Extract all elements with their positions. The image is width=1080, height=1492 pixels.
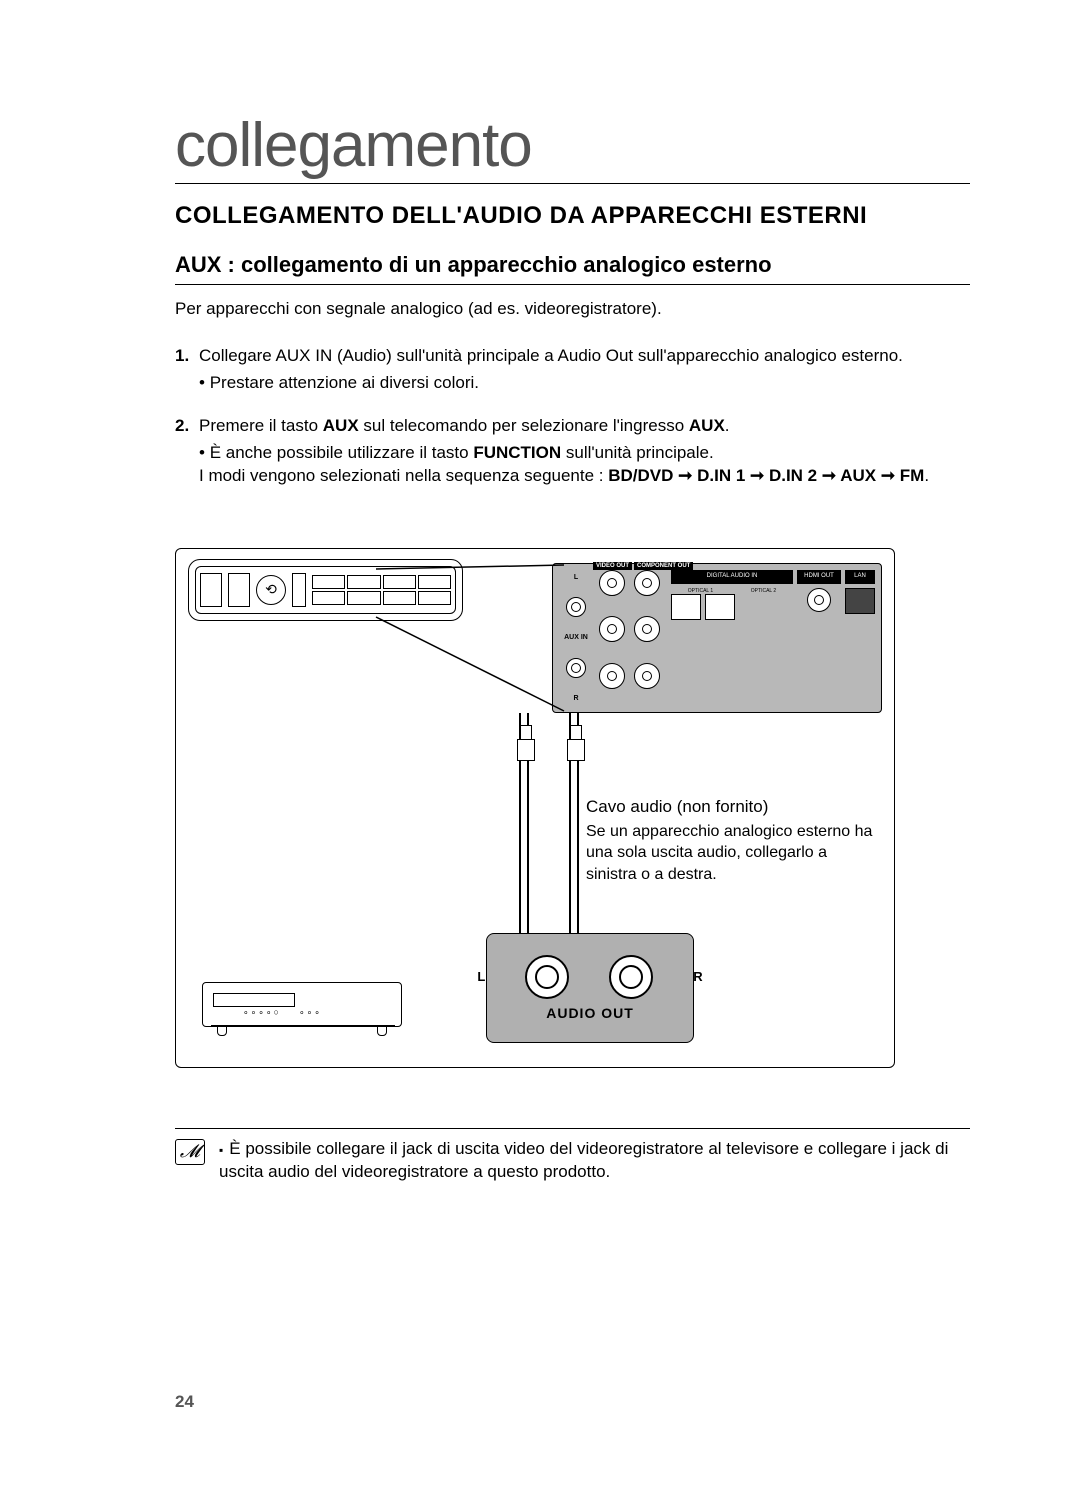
label-video-out: VIDEO OUT [593, 562, 632, 570]
intro-text: Per apparecchi con segnale analogico (ad… [175, 299, 970, 319]
note-text: ▪È possibile collegare il jack di uscita… [219, 1137, 970, 1185]
step-1-num: 1. [175, 345, 189, 368]
label-component-out: COMPONENT OUT [634, 562, 693, 570]
mini-receiver-icon: ⟲ [188, 559, 463, 621]
heading-sub: AUX : collegamento di un apparecchio ana… [175, 252, 970, 285]
rca-l-jack-icon [525, 955, 569, 999]
vcr-knobs-icon: ∘∘∘∘○ ∘∘∘ [243, 1007, 322, 1018]
heading-main: COLLEGAMENTO DELL'AUDIO DA APPARECCHI ES… [175, 202, 970, 230]
cable-callout: Cavo audio (non fornito) Se un apparecch… [586, 796, 876, 886]
aux-r-label: R [573, 695, 578, 702]
rca-grid-icon [599, 570, 665, 706]
optical1-port-icon [671, 594, 701, 620]
aux-in-column: L AUX IN R [559, 570, 593, 706]
note-block: 𝓜 ▪È possibile collegare il jack di usci… [175, 1137, 970, 1185]
mini-dial-icon: ⟲ [256, 575, 286, 605]
callout-title: Cavo audio (non fornito) [586, 796, 876, 819]
aux-r-jack-icon [566, 658, 586, 678]
audio-out-r-label: R [693, 969, 702, 984]
hdmi-port-icon [807, 588, 831, 612]
aux-in-label: AUX IN [564, 634, 588, 641]
step-1-bullet: Prestare attenzione ai diversi colori. [199, 372, 970, 395]
note-separator [175, 1128, 970, 1129]
step-1: 1. Collegare AUX IN (Audio) sull'unità p… [175, 345, 970, 395]
page-number: 24 [175, 1392, 194, 1412]
label-hdmi-out: HDMI OUT [797, 570, 841, 584]
label-optical2: OPTICAL 2 [734, 588, 793, 594]
audio-out-label: AUDIO OUT [546, 1005, 634, 1021]
note-bullet-icon: ▪ [219, 1143, 223, 1157]
aux-l-label: L [574, 574, 578, 581]
label-lan: LAN [845, 570, 875, 584]
back-panel-icon: VIDEO OUT COMPONENT OUT L AUX IN R [552, 563, 882, 713]
steps-list: 1. Collegare AUX IN (Audio) sull'unità p… [175, 345, 970, 488]
step-1-text: Collegare AUX IN (Audio) sull'unità prin… [199, 346, 903, 365]
audio-out-l-label: L [477, 969, 485, 984]
note-icon: 𝓜 [175, 1139, 205, 1165]
connection-diagram: ⟲ VIDEO OUT COMPONENT OUT L AUX IN [175, 548, 895, 1068]
mini-slot-icon [200, 573, 222, 607]
mini-port-icon [292, 573, 306, 607]
aux-l-jack-icon [566, 597, 586, 617]
audio-out-panel-icon: L R AUDIO OUT [486, 933, 694, 1043]
step-2: 2. Premere il tasto AUX sul telecomando … [175, 415, 970, 488]
page-title: collegamento [175, 110, 970, 184]
step-2-text: Premere il tasto AUX sul telecomando per… [199, 416, 730, 435]
step-2-num: 2. [175, 415, 189, 438]
mini-slot-icon [228, 573, 250, 607]
label-digital-audio-in: DIGITAL AUDIO IN [671, 570, 793, 584]
lan-port-icon [845, 588, 875, 614]
rca-r-jack-icon [609, 955, 653, 999]
vcr-device-icon: ∘∘∘∘○ ∘∘∘ [202, 982, 402, 1027]
optical2-port-icon [705, 594, 735, 620]
step-2-bullet: È anche possibile utilizzare il tasto FU… [199, 442, 970, 488]
mini-ports-icon [312, 575, 451, 605]
callout-body: Se un apparecchio analogico esterno ha u… [586, 821, 876, 886]
